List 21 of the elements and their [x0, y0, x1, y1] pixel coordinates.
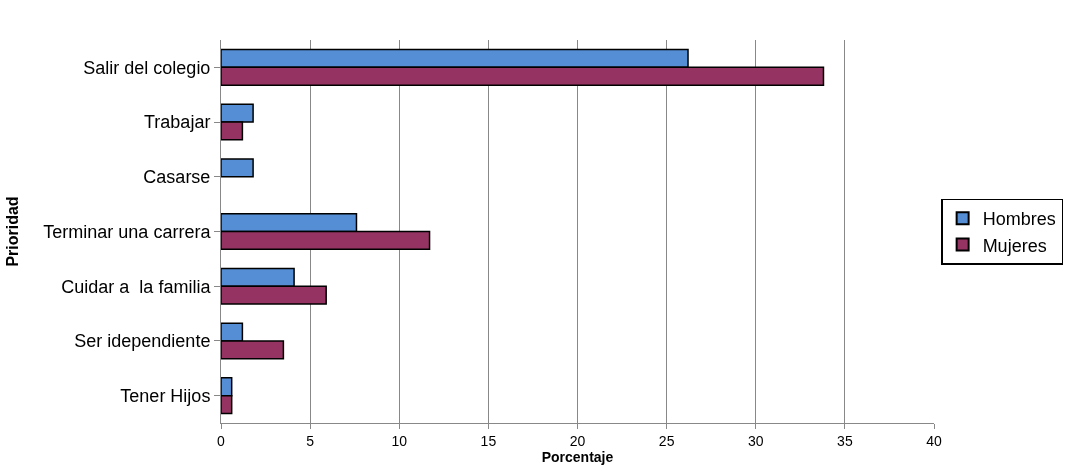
y-tick-label: Ser idependiente — [74, 331, 211, 352]
x-tick-label: 10 — [391, 432, 408, 449]
x-tick-label: 25 — [658, 432, 675, 449]
y-axis-title: Prioridad — [4, 196, 22, 267]
x-tick-label: 35 — [837, 432, 853, 449]
y-tick-label: Trabajar — [144, 112, 211, 133]
x-tick-label: 40 — [926, 432, 942, 449]
y-tick-label: Terminar una carrera — [43, 221, 212, 242]
x-tick-label: 30 — [747, 432, 764, 449]
y-tick-label: Salir del colegio — [83, 57, 211, 78]
x-tick-label: 20 — [569, 432, 586, 449]
y-tick-label: Cuidar a la familia — [61, 276, 212, 297]
bar — [221, 158, 254, 178]
y-tick-label: Casarse — [143, 167, 211, 188]
y-tick-label: Tener Hijos — [120, 385, 211, 406]
legend-label: Hombres — [982, 209, 1056, 230]
legend-label: Mujeres — [982, 235, 1047, 256]
x-axis-title: Porcentaje — [541, 448, 614, 465]
x-tick-label: 0 — [217, 432, 226, 449]
x-tick-label: 15 — [480, 432, 497, 449]
x-tick-label: 5 — [306, 432, 315, 449]
